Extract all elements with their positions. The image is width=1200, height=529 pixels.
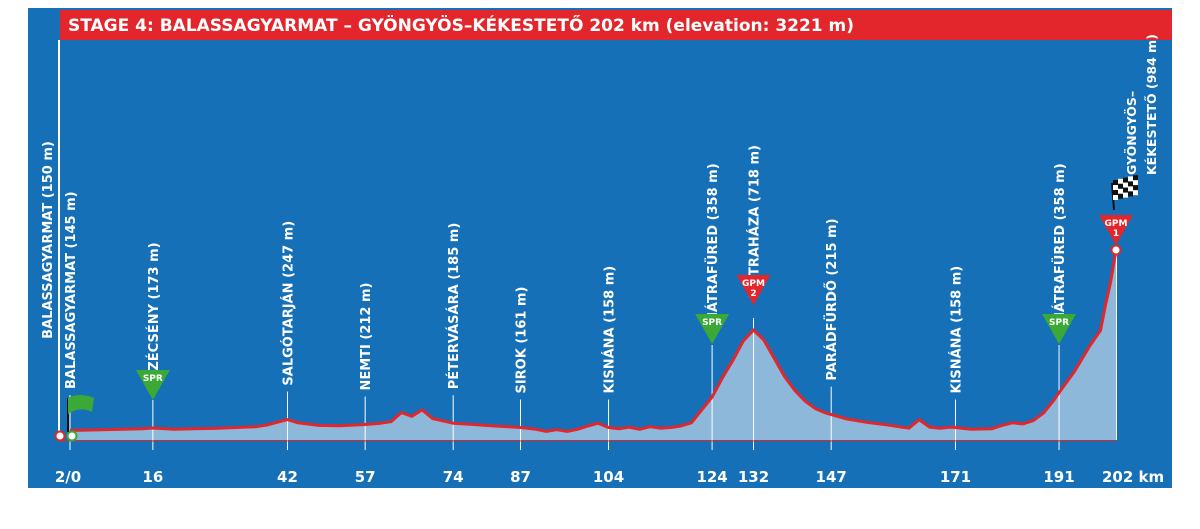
finish-flag-square (1113, 190, 1118, 195)
location-label-1: SZÉCSÉNY (173 m) (146, 242, 162, 380)
finish-elevation-label-line1: GYÖNGYÖS– (1124, 91, 1139, 175)
finish-flag-square (1118, 193, 1123, 199)
sprint-marker-2 (1042, 314, 1077, 344)
finish-flag-square (1133, 185, 1138, 191)
start-circle-1 (54, 430, 66, 442)
finish-flag-square (1128, 181, 1133, 187)
title-bar (60, 10, 1172, 40)
finish-flag-square (1133, 175, 1138, 181)
finish-flag-square (1118, 183, 1123, 189)
sprint-label-1: SPR (702, 318, 722, 328)
gpm-marker-1 (1099, 215, 1133, 245)
location-label-3: NEMTI (212 m) (359, 282, 374, 390)
tick-label-2: 42 (277, 468, 298, 486)
location-label-9: PARÁDFÜRDŐ (215 m) (824, 218, 840, 380)
location-label-0: BALASSAGYARMAT (145 m) (64, 191, 79, 389)
tick-label-10: 171 (940, 468, 971, 486)
sprint-marker-0 (135, 370, 170, 400)
location-label-2: SALGÓTARJÁN (247 m) (280, 221, 296, 386)
start-circle-2 (66, 430, 78, 442)
tick-label-8: 132 (738, 468, 769, 486)
sprint-marker-1 (695, 314, 730, 344)
profile-line (69, 249, 1118, 433)
location-label-7: MÁTRAFÜRED (358 m) (705, 163, 721, 325)
finish-flag-square (1123, 177, 1128, 183)
finish-elevation-label-line2: KÉKESTETŐ (984 m) (1144, 34, 1159, 175)
location-label-8: MÁTRAHÁZA (718 m) (747, 145, 763, 298)
gpm-category-1: 1 (1113, 229, 1119, 239)
location-label-6: KISNÁNA (158 m) (602, 266, 618, 394)
gpm-label-1: GPM (1105, 219, 1128, 229)
location-label-4: PÉTERVÁSÁRA (185 m) (446, 223, 462, 390)
location-label-10: KISNÁNA (158 m) (948, 266, 964, 394)
tick-label-9: 147 (816, 468, 847, 486)
finish-flag-square (1123, 187, 1128, 193)
location-label-11: MÁTRAFÜRED (358 m) (1052, 163, 1068, 325)
tick-label-7: 124 (696, 468, 727, 486)
finish-circle (1110, 244, 1122, 256)
sprint-label-2: SPR (1049, 318, 1069, 328)
tick-label-0: 2/0 (55, 468, 81, 486)
finish-flag-square (1133, 180, 1138, 186)
tick-label-11: 191 (1043, 468, 1074, 486)
tick-label-12: 202 km (1102, 468, 1164, 486)
finish-flag-square (1118, 188, 1123, 194)
gpm-marker-0 (736, 275, 771, 305)
location-label-5: SIROK (161 m) (515, 287, 530, 394)
tick-label-1: 16 (142, 468, 163, 486)
tick-label-6: 104 (593, 468, 624, 486)
sprint-label-0: SPR (143, 374, 163, 384)
finish-flag-square (1113, 180, 1118, 185)
tick-label-4: 74 (443, 468, 464, 486)
start-elevation-label: BALASSAGYARMAT (150 m) (41, 141, 56, 339)
start-flag-icon (68, 395, 94, 414)
finish-flag-square (1128, 191, 1133, 197)
finish-flag-square (1113, 195, 1118, 200)
location-markers: BALASSAGYARMAT (145 m) SZÉCSÉNY (173 m) SA… (64, 145, 1068, 450)
finish-flag-square (1128, 176, 1133, 182)
finish-flag-square (1123, 182, 1128, 188)
finish-flag-square (1123, 192, 1128, 198)
km-tick-labels: 2/0 16 42 57 74 87 104 124 132 147 171 191 202 km (55, 468, 1164, 486)
finish-flag-square (1133, 190, 1138, 196)
chart-background (28, 8, 1172, 488)
finish-flag-icon (1113, 175, 1138, 200)
gpm-category-0: 2 (750, 289, 756, 299)
finish-flag-square (1128, 186, 1133, 192)
finish-flag-square (1118, 178, 1123, 184)
gpm-label-0: GPM (742, 279, 765, 289)
finish-flag-square (1113, 185, 1118, 190)
tick-label-5: 87 (510, 468, 531, 486)
chart-title: STAGE 4: BALASSAGYARMAT – GYÖNGYÖS–KÉKES… (68, 14, 854, 36)
tick-label-3: 57 (355, 468, 376, 486)
